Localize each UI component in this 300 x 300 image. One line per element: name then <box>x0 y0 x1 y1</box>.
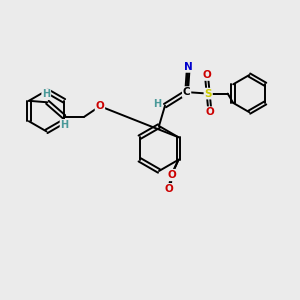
Text: H: H <box>153 99 162 109</box>
Text: O: O <box>167 170 176 180</box>
Text: C: C <box>183 87 190 97</box>
Text: O: O <box>96 101 104 111</box>
Text: O: O <box>167 170 176 180</box>
Text: S: S <box>205 88 212 99</box>
Text: O: O <box>164 184 173 194</box>
Text: O: O <box>202 70 211 80</box>
Text: H: H <box>42 89 50 99</box>
Text: O: O <box>205 107 214 117</box>
Text: N: N <box>184 62 193 72</box>
Text: H: H <box>61 120 69 130</box>
